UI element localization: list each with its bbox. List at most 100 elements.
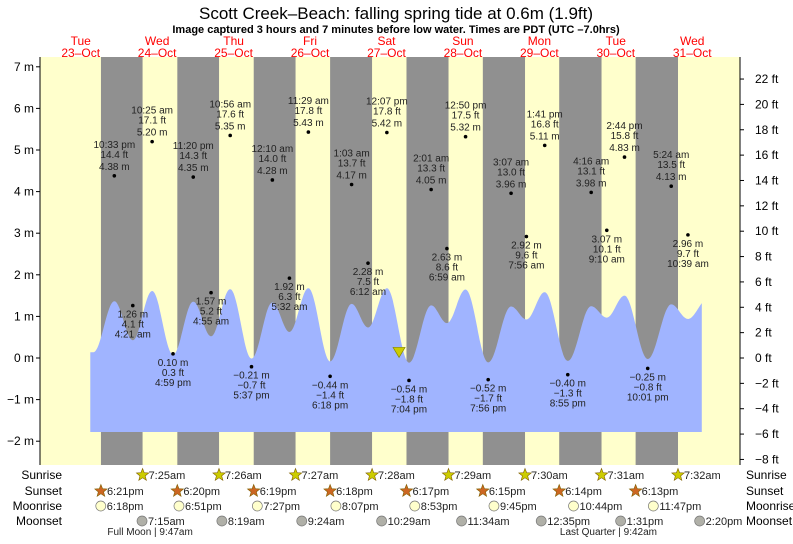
date-label: 25–Oct [214, 46, 253, 60]
high-tide-point [589, 190, 593, 195]
sunset-star-icon [552, 483, 567, 497]
low-tide-time: 10:01 pm [627, 392, 669, 403]
day-of-week-label: Sun [452, 34, 473, 48]
left-axis-label: −2 m [7, 434, 34, 448]
right-axis-label: 14 ft [755, 173, 779, 187]
high-tide-meters: 5.20 m [137, 128, 168, 139]
low-tide-meters: −0.40 m [550, 379, 586, 390]
moonset-moon-icon [615, 515, 626, 527]
day-of-week-label: Fri [303, 34, 317, 48]
sunrise-star-icon [288, 467, 303, 481]
sunrise-star-icon [594, 467, 609, 481]
low-tide-feet: 5.2 ft [200, 307, 222, 318]
sunrise-star-icon [135, 467, 150, 481]
high-tide-feet: 13.0 ft [497, 167, 525, 178]
low-tide-meters: −0.25 m [630, 372, 666, 383]
moonset-moon-icon [456, 515, 467, 527]
sunrise-star-icon [441, 467, 456, 481]
moonset-time: 8:19am [228, 516, 265, 528]
moonset-time: 12:35pm [547, 516, 590, 528]
high-tide-point [669, 184, 674, 188]
left-axis-label: 1 m [14, 309, 34, 323]
high-tide-feet: 13.1 ft [577, 166, 605, 177]
low-tide-time: 7:56 am [508, 261, 544, 272]
high-tide-time: 10:25 am [131, 106, 173, 117]
low-tide-point [486, 377, 490, 382]
high-tide-meters: 3.98 m [576, 178, 607, 189]
sunrise-time: 7:26am [225, 470, 262, 482]
sunset-row-label: Sunset [25, 484, 63, 498]
high-tide-point [191, 175, 196, 179]
sunset-star-icon [323, 483, 338, 497]
low-tide-point [209, 290, 213, 295]
high-tide-feet: 14.3 ft [179, 151, 207, 162]
high-tide-time: 1:41 pm [527, 109, 563, 120]
day-of-week-label: Mon [528, 34, 551, 48]
right-axis-label: 20 ft [755, 97, 779, 111]
low-tide-time: 5:32 am [271, 302, 307, 313]
high-tide-time: 12:07 pm [366, 97, 408, 108]
high-tide-time: 4:16 am [573, 156, 609, 167]
sunset-time: 6:20pm [183, 486, 220, 498]
low-tide-time: 6:59 am [429, 273, 465, 284]
sunset-star-icon [628, 483, 643, 497]
high-tide-meters: 5.42 m [372, 119, 403, 130]
moonrise-time: 6:51pm [185, 501, 222, 513]
high-tide-meters: 4.05 m [416, 176, 447, 187]
left-axis-label: −1 m [7, 393, 34, 407]
low-tide-feet: −0.7 ft [237, 381, 265, 392]
day-of-week-label: Tue [606, 34, 627, 48]
moonset-row-label-right: Moonset [746, 514, 793, 528]
low-tide-feet: 10.1 ft [593, 244, 621, 255]
high-tide-point [150, 139, 154, 144]
low-tide-feet: −1.3 ft [554, 389, 582, 400]
high-tide-meters: 3.96 m [496, 179, 527, 190]
high-tide-meters: 4.13 m [656, 172, 687, 183]
low-tide-meters: −0.52 m [470, 384, 506, 395]
low-tide-point [645, 366, 650, 371]
left-axis-label: 5 m [14, 143, 34, 157]
date-label: 23–Oct [61, 46, 100, 60]
moonset-moon-icon [694, 515, 706, 527]
sunrise-time: 7:30am [531, 470, 568, 482]
moon-phase-label: Full Moon | 9:47am [107, 527, 192, 538]
low-tide-feet: 0.3 ft [162, 368, 184, 379]
low-tide-time: 8:55 pm [550, 399, 586, 410]
high-tide-time: 11:20 pm [173, 141, 214, 152]
low-tide-point [287, 276, 292, 280]
moonset-time: 10:29am [388, 516, 431, 528]
high-tide-meters: 4.35 m [178, 163, 209, 174]
low-tide-time: 9:10 am [589, 254, 625, 265]
left-axis-label: 4 m [14, 185, 34, 199]
date-label: 30–Oct [596, 46, 635, 60]
sunrise-star-icon [518, 467, 532, 481]
high-tide-meters: 4.17 m [336, 171, 367, 182]
right-axis-label: −8 ft [755, 452, 779, 466]
high-tide-feet: 13.7 ft [338, 159, 366, 170]
date-label: 26–Oct [291, 46, 330, 60]
moonrise-time: 9:45pm [500, 501, 537, 513]
low-tide-feet: 4.1 ft [122, 320, 144, 331]
high-tide-feet: 14.4 ft [100, 150, 128, 161]
low-tide-feet: −1.7 ft [474, 394, 502, 405]
moonrise-moon-icon [95, 500, 107, 512]
current-tide-marker-icon [392, 347, 406, 359]
day-of-week-label: Wed [145, 34, 169, 48]
sunrise-time: 7:32am [684, 470, 721, 482]
low-tide-meters: 3.07 m [591, 234, 622, 245]
high-tide-feet: 15.8 ft [611, 131, 639, 142]
sunset-star-icon [170, 483, 185, 497]
low-tide-meters: −0.21 m [233, 371, 269, 382]
low-tide-time: 6:18 pm [312, 400, 348, 411]
high-tide-time: 10:33 pm [93, 140, 135, 151]
right-axis-label: 2 ft [755, 326, 772, 340]
sunrise-star-icon [671, 467, 685, 481]
date-label: 24–Oct [138, 46, 177, 60]
moonrise-time: 10:44pm [580, 501, 623, 513]
right-axis-label: −4 ft [755, 402, 779, 416]
low-tide-feet: −0.8 ft [634, 382, 662, 393]
sunrise-time: 7:25am [149, 470, 186, 482]
low-tide-meters: 1.57 m [196, 297, 227, 308]
low-tide-point [524, 234, 529, 239]
sunrise-star-icon [365, 467, 379, 481]
